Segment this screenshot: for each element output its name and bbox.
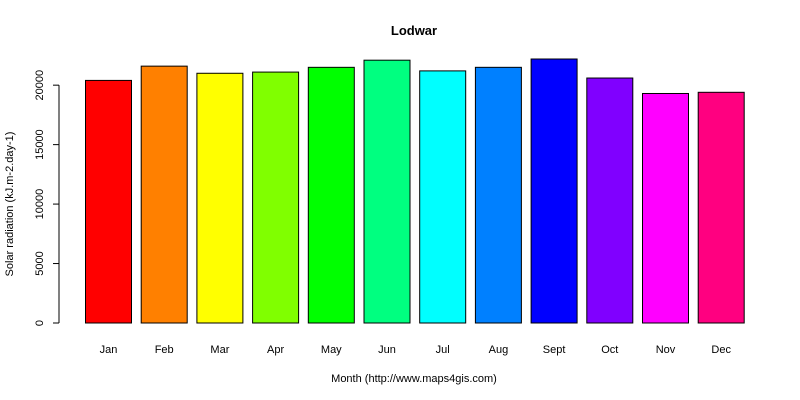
y-tick-label: 0: [34, 320, 46, 326]
x-tick-label: Dec: [711, 344, 731, 356]
bar-oct: [586, 77, 634, 324]
bar-dec: [697, 91, 745, 324]
x-tick-label: Mar: [210, 344, 229, 356]
bar-jan: [85, 79, 132, 324]
x-tick-label: Jan: [100, 344, 118, 356]
bar-may: [307, 66, 355, 324]
bar-mar: [196, 72, 244, 324]
y-tick-label: 20000: [34, 70, 46, 101]
bar-jun: [363, 59, 411, 324]
bar-sept: [530, 58, 578, 324]
x-tick-label: Nov: [656, 344, 676, 356]
x-tick-label: Aug: [489, 344, 509, 356]
bar-feb: [140, 65, 188, 324]
y-tick-label: 15000: [34, 129, 46, 160]
y-tick-label: 10000: [34, 189, 46, 220]
chart-title: Lodwar: [391, 23, 437, 38]
x-axis-label: Month (http://www.maps4gis.com): [331, 373, 497, 385]
x-tick-labels: Jan Feb Mar Apr May Jun Jul Aug Sept Oct Nov Dec: [100, 344, 732, 356]
bar-nov: [642, 92, 689, 324]
bar-jul: [419, 70, 467, 324]
x-tick-label: Oct: [601, 344, 618, 356]
bar-apr: [252, 71, 300, 324]
x-tick-label: May: [321, 344, 342, 356]
bar-aug: [474, 66, 522, 324]
y-axis-label: Solar radiation (kJ.m-2.day-1): [4, 132, 16, 277]
x-tick-label: Jul: [436, 344, 450, 356]
y-axis: 0 5000 10000 15000 20000: [34, 70, 60, 326]
bars: [85, 58, 745, 324]
y-tick-label: 5000: [34, 251, 46, 275]
x-tick-label: Jun: [378, 344, 396, 356]
x-tick-label: Sept: [543, 344, 566, 356]
x-tick-label: Feb: [155, 344, 174, 356]
x-tick-label: Apr: [267, 344, 284, 356]
